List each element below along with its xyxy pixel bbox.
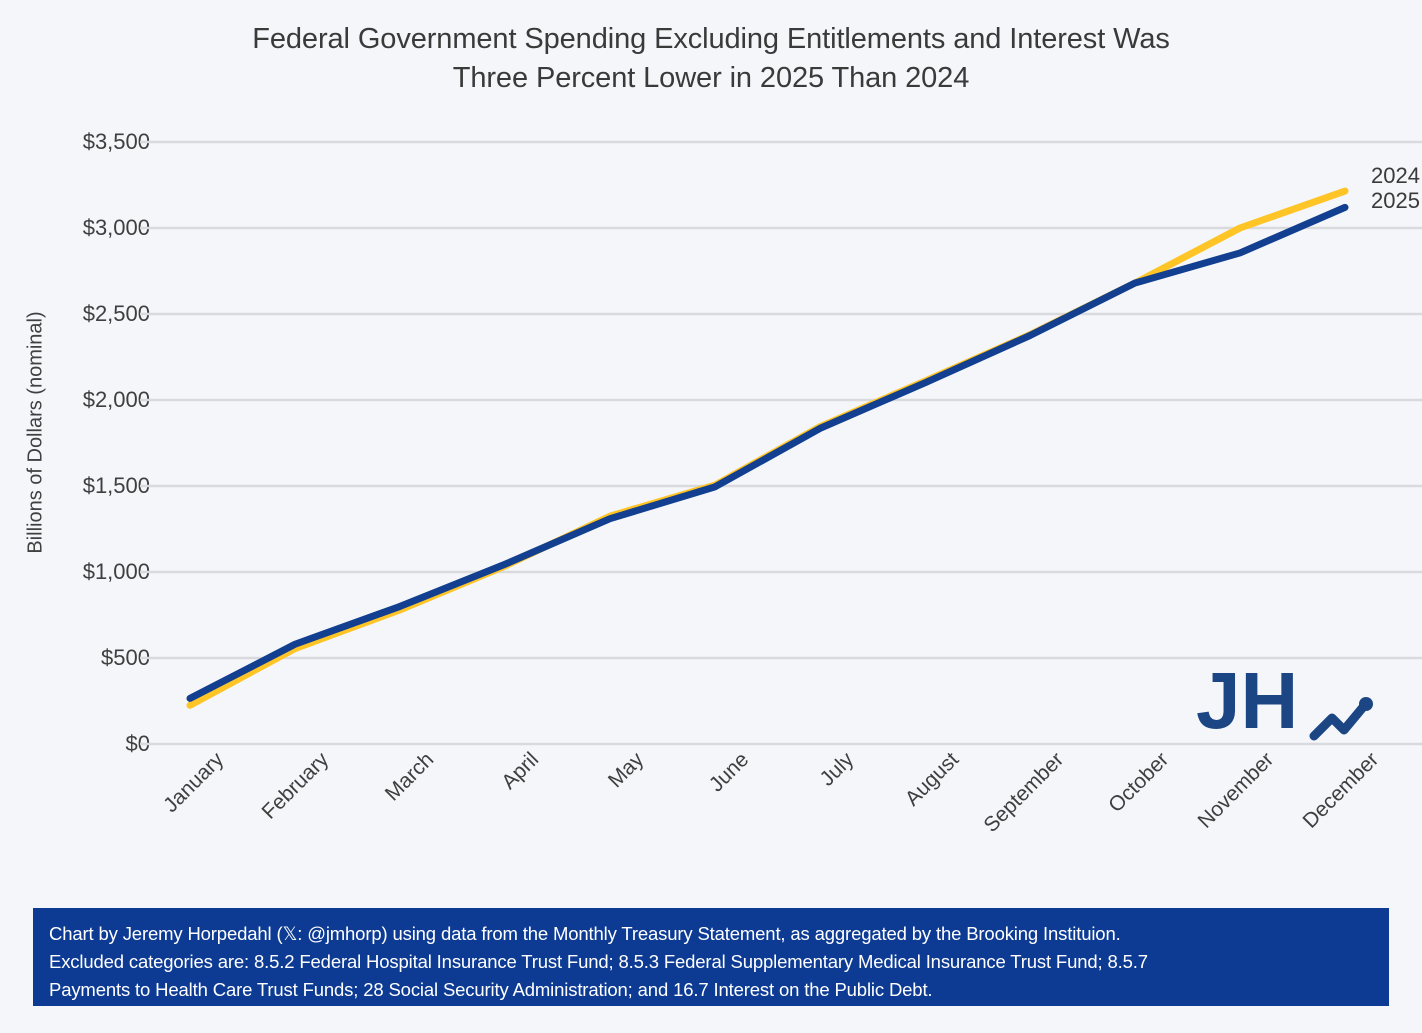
x-tick-label: May bbox=[603, 748, 649, 793]
x-axis: January February March April May June July Augu… bbox=[159, 748, 1405, 878]
gridlines bbox=[140, 140, 1422, 746]
chart-title-line-1: Federal Government Spending Excluding En… bbox=[252, 23, 1170, 55]
jh-logo-text: JH bbox=[1196, 662, 1298, 744]
series-label-2025: 2025 bbox=[1371, 188, 1420, 213]
chart-title: Federal Government Spending Excluding En… bbox=[0, 20, 1422, 98]
y-tick-label: $3,000 bbox=[82, 215, 150, 240]
y-axis-title: Billions of Dollars (nominal) bbox=[24, 311, 47, 554]
jh-logo-svg: JH bbox=[1196, 656, 1373, 745]
x-tick-label: September bbox=[979, 748, 1069, 837]
x-tick-label: February bbox=[257, 748, 334, 824]
footer-line-2: Excluded categories are: 8.5.2 Federal H… bbox=[49, 951, 1148, 972]
series-line-2024 bbox=[186, 187, 1349, 709]
series-label-2024: 2024 bbox=[1371, 163, 1420, 188]
y-axis: Billions of Dollars (nominal) $3,500 $3,… bbox=[20, 129, 151, 756]
x-tick-label: July bbox=[815, 748, 859, 791]
jh-logo: JH bbox=[1196, 656, 1376, 745]
chart-title-line-2: Three Percent Lower in 2025 Than 2024 bbox=[452, 62, 970, 94]
line-chart-arrow-icon bbox=[1309, 701, 1369, 741]
plot-svg bbox=[140, 140, 1422, 746]
plot-area bbox=[140, 140, 1422, 746]
x-tick-label: January bbox=[159, 748, 229, 818]
footer-line-1: Chart by Jeremy Horpedahl (𝕏: @jmhorp) u… bbox=[49, 923, 1121, 944]
y-tick-label: $1,500 bbox=[82, 473, 150, 498]
y-tick-label: $2,500 bbox=[82, 301, 150, 326]
x-tick-label: November bbox=[1193, 748, 1279, 833]
y-tick-label: $0 bbox=[125, 731, 150, 756]
x-tick-label: March bbox=[380, 748, 439, 806]
x-tick-label: April bbox=[497, 748, 544, 794]
y-tick-label: $3,500 bbox=[82, 129, 150, 154]
line-chart-arrow-dot-icon bbox=[1359, 697, 1373, 711]
footer-note: Chart by Jeremy Horpedahl (𝕏: @jmhorp) u… bbox=[33, 908, 1389, 1006]
x-tick-label: June bbox=[704, 748, 754, 797]
y-tick-label: $1,000 bbox=[82, 559, 150, 584]
x-tick-label: October bbox=[1104, 748, 1174, 818]
y-tick-label: $500 bbox=[101, 645, 150, 670]
x-tick-label: August bbox=[900, 748, 964, 811]
footer-line-3: Payments to Health Care Trust Funds; 28 … bbox=[49, 979, 933, 1000]
y-tick-label: $2,000 bbox=[82, 387, 150, 412]
x-tick-label: December bbox=[1298, 748, 1384, 833]
series-line-2025 bbox=[186, 203, 1349, 702]
